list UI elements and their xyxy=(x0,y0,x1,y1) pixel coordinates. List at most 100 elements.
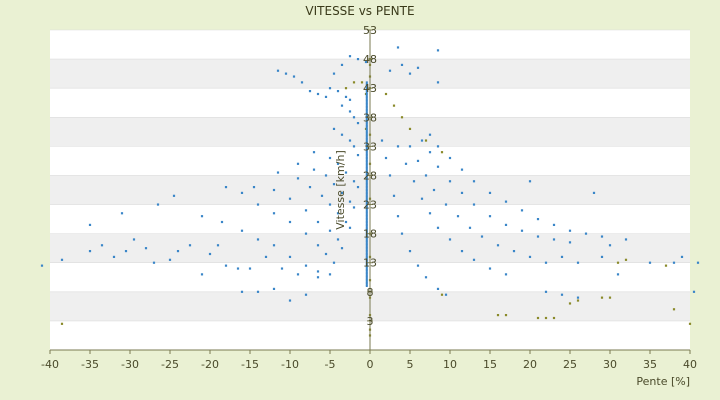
data-point xyxy=(340,133,344,136)
data-point xyxy=(365,235,368,238)
data-point xyxy=(365,82,368,85)
data-point xyxy=(365,168,368,171)
data-point xyxy=(365,285,368,287)
data-point xyxy=(365,164,368,167)
data-point xyxy=(365,85,368,88)
data-point xyxy=(365,202,368,205)
y-tick-label: 48 xyxy=(363,53,377,66)
x-tick-label: -30 xyxy=(121,358,139,371)
data-point xyxy=(672,308,676,311)
data-point xyxy=(504,200,508,203)
data-point xyxy=(256,290,260,293)
data-point xyxy=(365,239,368,242)
data-point xyxy=(600,296,604,299)
data-point xyxy=(365,145,368,148)
data-point xyxy=(396,215,400,218)
data-point xyxy=(272,188,276,192)
data-point xyxy=(320,194,324,197)
data-point xyxy=(468,226,472,229)
data-point xyxy=(365,245,368,248)
data-point xyxy=(240,229,244,232)
data-point xyxy=(365,171,368,174)
y-tick-label: 8 xyxy=(367,286,374,299)
data-point xyxy=(552,316,556,320)
data-point xyxy=(352,81,356,84)
data-point xyxy=(365,122,368,125)
data-point xyxy=(352,145,356,148)
data-point xyxy=(365,189,368,191)
data-point xyxy=(284,72,288,75)
data-point xyxy=(365,173,368,175)
data-point xyxy=(436,81,440,84)
data-point xyxy=(365,106,368,109)
data-point xyxy=(112,255,116,259)
data-point xyxy=(365,125,368,127)
data-point xyxy=(544,316,548,320)
data-point xyxy=(608,244,612,247)
data-point xyxy=(348,55,352,58)
data-point xyxy=(365,104,368,107)
data-point xyxy=(560,255,564,259)
data-point xyxy=(616,273,620,276)
data-point xyxy=(156,203,160,206)
data-point xyxy=(365,165,368,168)
data-point xyxy=(624,258,628,261)
data-point xyxy=(252,185,256,189)
data-point xyxy=(280,267,284,270)
data-point xyxy=(424,276,428,279)
data-point xyxy=(304,293,308,296)
data-point xyxy=(272,287,276,291)
data-point xyxy=(365,247,368,250)
data-point xyxy=(680,255,684,259)
data-point xyxy=(365,215,368,218)
data-point xyxy=(365,129,368,132)
data-point xyxy=(616,261,620,264)
data-point xyxy=(444,293,448,296)
data-point xyxy=(365,186,368,189)
data-point xyxy=(308,185,312,189)
data-point xyxy=(365,187,368,190)
data-point xyxy=(648,261,652,264)
data-point xyxy=(188,244,192,247)
data-point xyxy=(248,267,252,270)
data-point xyxy=(272,212,276,215)
data-point xyxy=(444,203,448,206)
data-point xyxy=(100,244,104,247)
data-point xyxy=(365,264,368,267)
x-tick-label: -5 xyxy=(325,358,336,371)
data-point xyxy=(120,212,124,215)
data-point xyxy=(512,249,516,253)
data-point xyxy=(392,104,396,107)
data-point xyxy=(240,290,244,293)
data-point xyxy=(365,274,368,277)
data-point xyxy=(365,81,368,84)
data-point xyxy=(364,60,368,64)
data-point xyxy=(340,104,344,107)
data-point xyxy=(365,257,368,260)
y-tick-label: 18 xyxy=(363,228,377,241)
data-point xyxy=(424,174,428,177)
data-point xyxy=(256,203,260,206)
data-point xyxy=(348,200,352,203)
data-point xyxy=(365,276,368,279)
data-point xyxy=(696,261,700,264)
data-point xyxy=(300,81,304,84)
data-point xyxy=(608,296,612,299)
y-tick-label: 28 xyxy=(363,169,377,182)
data-point xyxy=(365,244,368,247)
data-point xyxy=(348,139,352,142)
data-point xyxy=(408,127,412,131)
data-point xyxy=(348,98,352,101)
data-point xyxy=(365,174,368,177)
data-point xyxy=(88,249,92,253)
data-point xyxy=(576,296,580,299)
data-point xyxy=(365,266,368,269)
data-point xyxy=(365,194,368,197)
data-point xyxy=(168,258,172,261)
data-point xyxy=(365,251,368,254)
data-point xyxy=(200,273,204,276)
data-point xyxy=(365,162,368,165)
data-point xyxy=(365,103,368,106)
data-point xyxy=(392,194,396,197)
